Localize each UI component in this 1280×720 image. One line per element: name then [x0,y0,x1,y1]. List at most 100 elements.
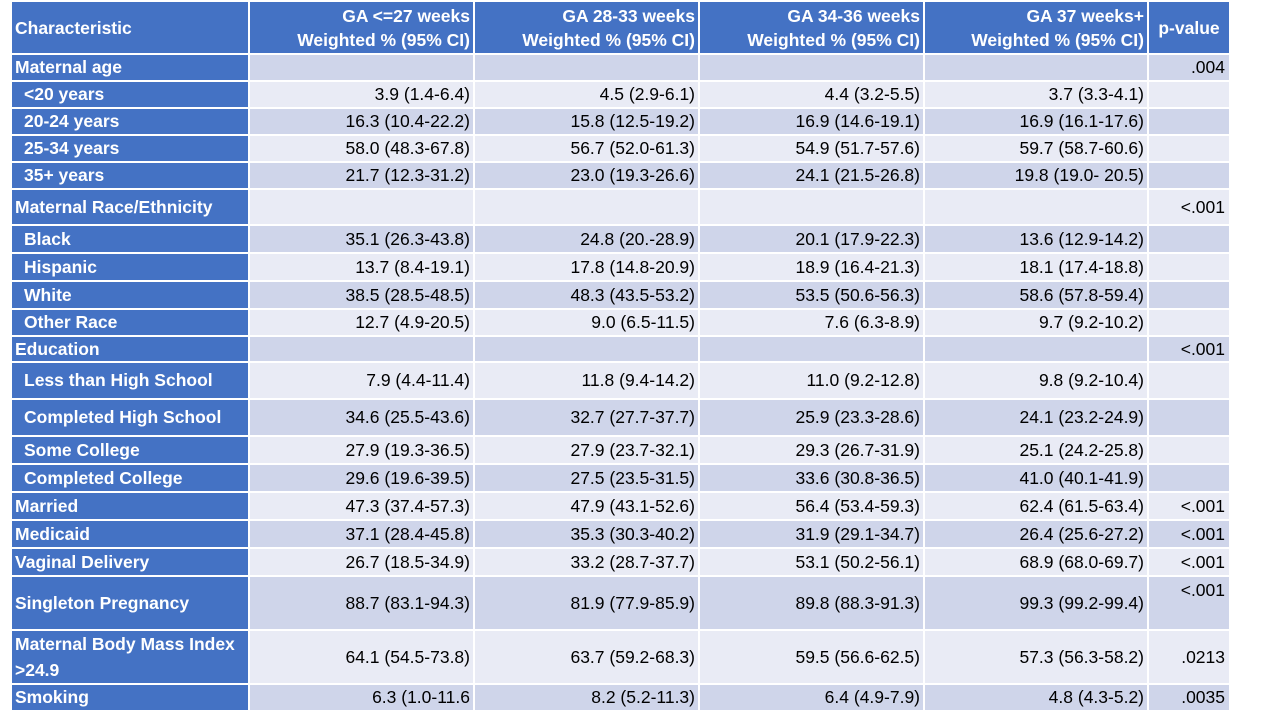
cell-ga-27: 37.1 (28.4-45.8) [248,519,475,549]
table-row: Black 35.1 (26.3-43.8) 24.8 (20.-28.9) 2… [10,224,1231,254]
cell-ga-28-33 [473,53,700,82]
row-label: Maternal Body Mass Index >24.9 [10,629,250,685]
table-row: Married 47.3 (37.4-57.3) 47.9 (43.1-52.6… [10,491,1231,521]
cell-ga-34-36: 53.5 (50.6-56.3) [698,280,925,310]
cell-ga-28-33: 48.3 (43.5-53.2) [473,280,700,310]
cell-ga-27: 58.0 (48.3-67.8) [248,134,475,163]
cell-ga-37: 16.9 (16.1-17.6) [923,107,1149,136]
row-label: Vaginal Delivery [10,547,250,577]
cell-ga-27: 3.9 (1.4-6.4) [248,80,475,109]
cell-ga-37: 3.7 (3.3-4.1) [923,80,1149,109]
cell-p-value [1147,361,1231,400]
cell-ga-28-33: 24.8 (20.-28.9) [473,224,700,254]
cell-ga-27: 13.7 (8.4-19.1) [248,252,475,282]
cell-ga-27: 35.1 (26.3-43.8) [248,224,475,254]
cell-p-value: <.001 [1147,547,1231,577]
cell-ga-37 [923,53,1149,82]
cell-ga-28-33: 81.9 (77.9-85.9) [473,575,700,631]
cell-p-value [1147,463,1231,493]
cell-ga-28-33: 4.5 (2.9-6.1) [473,80,700,109]
cell-ga-27: 47.3 (37.4-57.3) [248,491,475,521]
cell-ga-27: 38.5 (28.5-48.5) [248,280,475,310]
cell-p-value: .0035 [1147,683,1231,712]
cell-ga-37: 59.7 (58.7-60.6) [923,134,1149,163]
cell-ga-28-33 [473,188,700,226]
row-label: <20 years [10,80,250,109]
cell-p-value [1147,107,1231,136]
table-row: Less than High School 7.9 (4.4-11.4) 11.… [10,361,1231,400]
cell-ga-27: 64.1 (54.5-73.8) [248,629,475,685]
cell-ga-28-33: 27.5 (23.5-31.5) [473,463,700,493]
cell-ga-37 [923,335,1149,363]
cell-ga-34-36 [698,53,925,82]
row-label: Less than High School [10,361,250,400]
cell-ga-37: 9.7 (9.2-10.2) [923,308,1149,337]
cell-ga-34-36: 16.9 (14.6-19.1) [698,107,925,136]
cell-ga-37: 9.8 (9.2-10.4) [923,361,1149,400]
cell-ga-28-33: 15.8 (12.5-19.2) [473,107,700,136]
table-row: Hispanic 13.7 (8.4-19.1) 17.8 (14.8-20.9… [10,252,1231,282]
cell-p-value: <.001 [1147,575,1231,631]
cell-ga-28-33: 33.2 (28.7-37.7) [473,547,700,577]
cell-ga-27: 6.3 (1.0-11.6 [248,683,475,712]
table-row: Maternal age .004 [10,53,1231,82]
table-row: Vaginal Delivery 26.7 (18.5-34.9) 33.2 (… [10,547,1231,577]
cell-ga-34-36: 7.6 (6.3-8.9) [698,308,925,337]
row-label: Some College [10,435,250,465]
cell-ga-27: 29.6 (19.6-39.5) [248,463,475,493]
cell-ga-27: 16.3 (10.4-22.2) [248,107,475,136]
cell-ga-34-36: 89.8 (88.3-91.3) [698,575,925,631]
table-row: <20 years 3.9 (1.4-6.4) 4.5 (2.9-6.1) 4.… [10,80,1231,109]
table-row: Medicaid 37.1 (28.4-45.8) 35.3 (30.3-40.… [10,519,1231,549]
cell-ga-34-36: 18.9 (16.4-21.3) [698,252,925,282]
cell-ga-37: 68.9 (68.0-69.7) [923,547,1149,577]
cell-ga-34-36: 4.4 (3.2-5.5) [698,80,925,109]
row-label: Married [10,491,250,521]
table-row: Completed College 29.6 (19.6-39.5) 27.5 … [10,463,1231,493]
characteristics-table: Characteristic GA <=27 weeks Weighted % … [10,0,1231,712]
cell-ga-37: 25.1 (24.2-25.8) [923,435,1149,465]
row-label: Smoking [10,683,250,712]
cell-ga-34-36: 54.9 (51.7-57.6) [698,134,925,163]
cell-ga-34-36: 6.4 (4.9-7.9) [698,683,925,712]
cell-ga-34-36: 59.5 (56.6-62.5) [698,629,925,685]
cell-ga-27: 7.9 (4.4-11.4) [248,361,475,400]
cell-p-value [1147,224,1231,254]
cell-ga-34-36: 25.9 (23.3-28.6) [698,398,925,437]
row-label: Maternal Race/Ethnicity [10,188,250,226]
cell-p-value: .004 [1147,53,1231,82]
cell-ga-37: 58.6 (57.8-59.4) [923,280,1149,310]
table-row: Singleton Pregnancy 88.7 (83.1-94.3) 81.… [10,575,1231,631]
cell-ga-34-36: 56.4 (53.4-59.3) [698,491,925,521]
row-label: 25-34 years [10,134,250,163]
cell-ga-37 [923,188,1149,226]
header-ga-37: GA 37 weeks+ Weighted % (95% CI) [923,0,1149,55]
cell-ga-28-33: 17.8 (14.8-20.9) [473,252,700,282]
cell-ga-28-33: 23.0 (19.3-26.6) [473,161,700,190]
table-row: Maternal Race/Ethnicity <.001 [10,188,1231,226]
cell-ga-28-33: 63.7 (59.2-68.3) [473,629,700,685]
row-label: Education [10,335,250,363]
header-ga-34-36: GA 34-36 weeks Weighted % (95% CI) [698,0,925,55]
row-label: Other Race [10,308,250,337]
cell-ga-37: 99.3 (99.2-99.4) [923,575,1149,631]
table-row: Completed High School 34.6 (25.5-43.6) 3… [10,398,1231,437]
table-row: Education <.001 [10,335,1231,363]
cell-ga-27 [248,53,475,82]
cell-ga-34-36: 33.6 (30.8-36.5) [698,463,925,493]
cell-ga-28-33: 47.9 (43.1-52.6) [473,491,700,521]
row-label: Completed High School [10,398,250,437]
cell-ga-37: 57.3 (56.3-58.2) [923,629,1149,685]
table-row: White 38.5 (28.5-48.5) 48.3 (43.5-53.2) … [10,280,1231,310]
cell-p-value [1147,308,1231,337]
table-row: 25-34 years 58.0 (48.3-67.8) 56.7 (52.0-… [10,134,1231,163]
row-label: 35+ years [10,161,250,190]
cell-p-value [1147,252,1231,282]
cell-ga-34-36 [698,188,925,226]
cell-ga-34-36: 20.1 (17.9-22.3) [698,224,925,254]
header-row: Characteristic GA <=27 weeks Weighted % … [10,0,1231,55]
cell-ga-34-36 [698,335,925,363]
row-label: Black [10,224,250,254]
cell-ga-34-36: 31.9 (29.1-34.7) [698,519,925,549]
cell-ga-34-36: 53.1 (50.2-56.1) [698,547,925,577]
